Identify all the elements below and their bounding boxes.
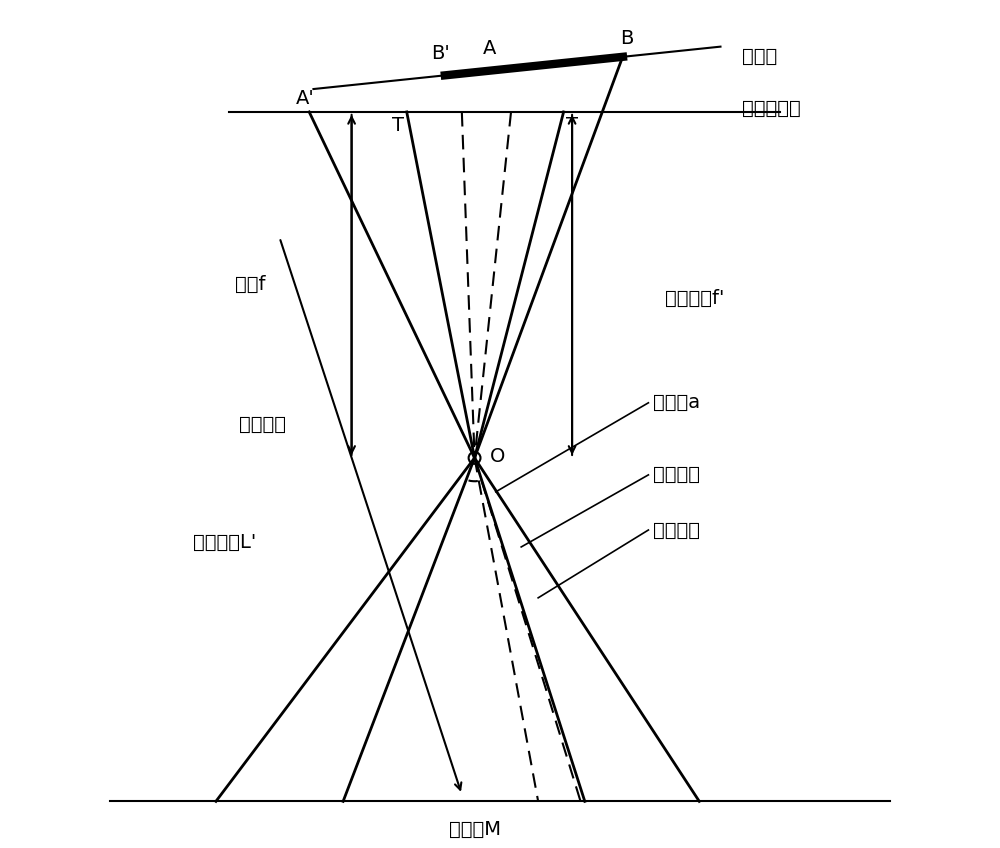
Text: T: T: [392, 116, 404, 135]
Text: 离轴角a: 离轴角a: [653, 393, 700, 412]
Text: 相机视轴: 相机视轴: [653, 521, 700, 539]
Text: A: A: [483, 39, 497, 58]
Text: T: T: [566, 116, 578, 135]
Text: B': B': [431, 43, 450, 63]
Text: 摄影点M: 摄影点M: [449, 820, 501, 839]
Text: A': A': [296, 89, 314, 108]
Text: 摄影斜距L': 摄影斜距L': [193, 533, 256, 552]
Text: 焦距f: 焦距f: [235, 275, 265, 293]
Text: 投影中心: 投影中心: [239, 415, 286, 433]
Text: 焦平面: 焦平面: [742, 47, 777, 66]
Text: 相机光轴: 相机光轴: [653, 466, 700, 484]
Text: 轨道水平面: 轨道水平面: [742, 99, 800, 118]
Text: O: O: [490, 447, 505, 466]
Text: 等效焦距f': 等效焦距f': [665, 289, 725, 308]
Text: B: B: [621, 30, 634, 48]
